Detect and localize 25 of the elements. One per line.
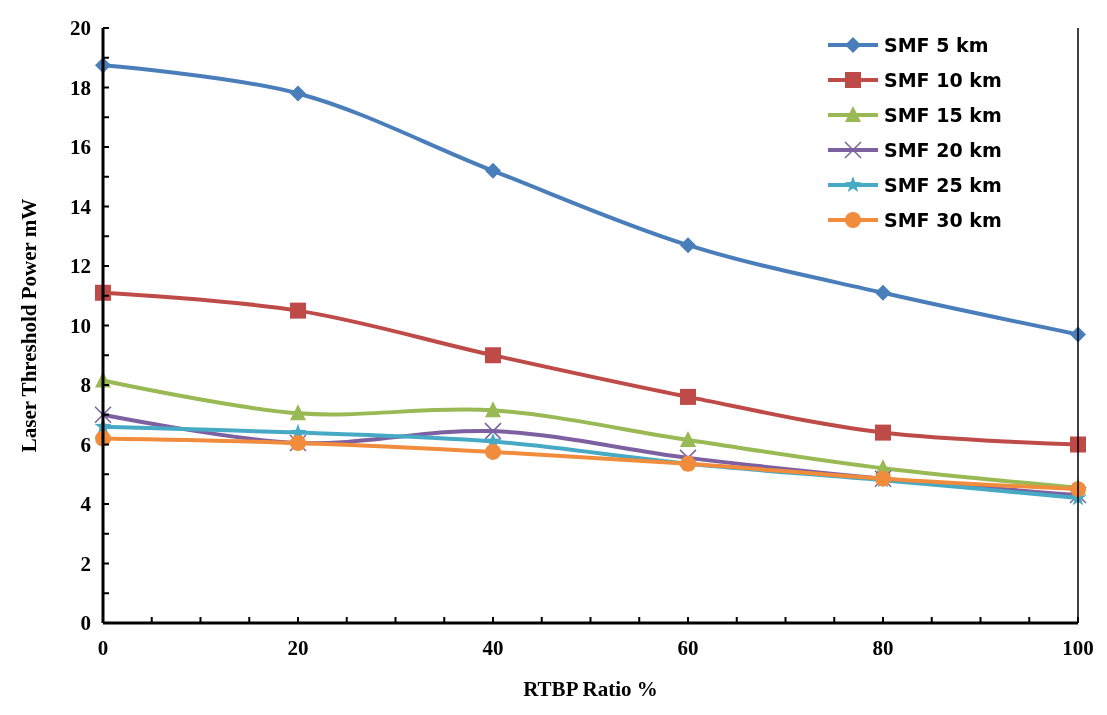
- y-tick-label: 18: [70, 75, 91, 100]
- y-tick-label: 0: [80, 611, 91, 635]
- y-tick-label: 4: [80, 492, 92, 516]
- legend-label: SMF 10 km: [884, 69, 1002, 91]
- y-tick-label: 12: [70, 254, 91, 278]
- x-tick-label: 100: [1062, 636, 1094, 660]
- y-tick-label: 10: [70, 313, 91, 338]
- legend-label: SMF 25 km: [884, 174, 1002, 196]
- x-axis-title: RTBP Ratio %: [523, 677, 658, 701]
- y-tick-label: 14: [70, 194, 92, 219]
- y-tick-label: 8: [80, 373, 91, 397]
- y-tick-label: 20: [70, 16, 91, 40]
- x-tick-label: 0: [97, 636, 109, 660]
- y-axis-title: Laser Threshold Power mW: [17, 198, 41, 453]
- y-tick-label: 2: [80, 551, 91, 576]
- legend-label: SMF 15 km: [884, 104, 1002, 126]
- x-tick-label: 40: [482, 636, 504, 660]
- legend-label: SMF 30 km: [884, 209, 1002, 231]
- x-tick-label: 80: [872, 636, 894, 660]
- legend-label: SMF 5 km: [884, 34, 989, 56]
- x-tick-label: 60: [677, 636, 699, 660]
- y-tick-label: 6: [80, 432, 91, 457]
- y-tick-label: 16: [70, 135, 91, 159]
- legend-label: SMF 20 km: [884, 139, 1002, 161]
- x-tick-label: 20: [287, 636, 309, 660]
